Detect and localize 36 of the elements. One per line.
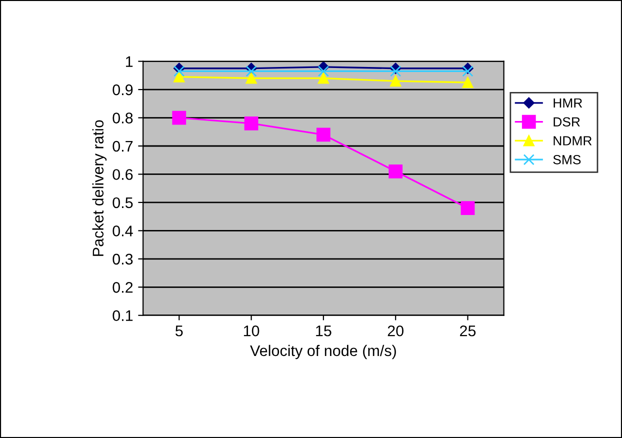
y-tick-label: 1 <box>126 56 133 67</box>
legend-label: NDMR <box>554 136 592 146</box>
y-tick-label: 0.6 <box>112 169 133 180</box>
y-tick-label: 0.8 <box>112 112 133 124</box>
x-tick-label: 20 <box>388 325 404 336</box>
y-tick-label: 0.1 <box>112 310 133 322</box>
legend-label: SMS <box>553 154 581 164</box>
point <box>462 76 474 88</box>
legend-label: DSR <box>554 117 580 127</box>
point <box>388 164 403 178</box>
legend-label: HMR <box>554 98 582 108</box>
point <box>246 72 257 84</box>
point <box>390 76 402 87</box>
point <box>244 116 258 130</box>
point <box>174 71 185 82</box>
y-axis-title: Packet delivery ratio <box>92 120 107 256</box>
y-tick-label: 0.2 <box>112 282 133 293</box>
x-axis-title: Velocity of node (m/s) <box>250 344 396 360</box>
x-tick-label: 5 <box>176 326 183 336</box>
y-tick-label: 0.5 <box>112 197 133 208</box>
point <box>318 66 329 77</box>
x-tick-label: 15 <box>316 326 332 336</box>
point <box>460 201 475 216</box>
point <box>246 66 257 77</box>
y-tick-label: 0.7 <box>112 140 133 152</box>
x-tick-label: 25 <box>460 325 476 336</box>
x-tick-label: 10 <box>244 325 260 336</box>
y-tick-label: 0.3 <box>112 254 133 265</box>
point <box>316 128 330 142</box>
point <box>462 66 474 77</box>
y-tick-label: 0.4 <box>112 226 133 236</box>
point <box>172 110 186 125</box>
point <box>318 72 329 84</box>
y-tick-label: 0.9 <box>112 84 133 96</box>
point <box>390 66 402 77</box>
point <box>174 66 185 77</box>
